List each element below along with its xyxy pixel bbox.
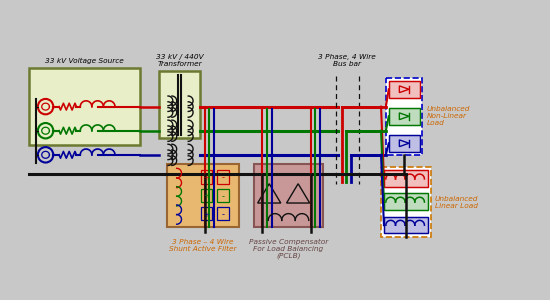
- Text: Passive Compensator
For Load Balancing
(PCLB): Passive Compensator For Load Balancing (…: [249, 239, 328, 259]
- FancyBboxPatch shape: [386, 78, 422, 155]
- Bar: [384, 170, 428, 187]
- FancyBboxPatch shape: [29, 68, 140, 145]
- Bar: [384, 170, 428, 187]
- Bar: [201, 207, 212, 220]
- Bar: [389, 135, 420, 152]
- Text: -: -: [222, 210, 224, 219]
- Bar: [389, 81, 420, 98]
- Bar: [389, 108, 420, 125]
- Bar: [217, 170, 229, 184]
- Bar: [389, 81, 420, 98]
- Bar: [384, 194, 428, 210]
- Bar: [217, 189, 229, 202]
- Text: +: +: [204, 193, 210, 199]
- FancyBboxPatch shape: [160, 71, 200, 138]
- Text: -: -: [222, 173, 224, 182]
- Bar: [384, 217, 428, 233]
- Text: 33 kV / 440V
Transformer: 33 kV / 440V Transformer: [156, 54, 204, 67]
- Text: -: -: [222, 192, 224, 201]
- Bar: [217, 207, 229, 220]
- Bar: [389, 108, 420, 125]
- Bar: [389, 135, 420, 152]
- Bar: [201, 170, 212, 184]
- Bar: [384, 217, 428, 233]
- Text: +: +: [204, 212, 210, 218]
- Text: 3 Phase, 4 Wire
Bus bar: 3 Phase, 4 Wire Bus bar: [318, 54, 376, 67]
- Text: 3 Phase – 4 Wire
Shunt Active Filter: 3 Phase – 4 Wire Shunt Active Filter: [169, 239, 237, 252]
- Text: Unbalanced
Non-Linear
Load: Unbalanced Non-Linear Load: [426, 106, 470, 126]
- FancyBboxPatch shape: [254, 164, 323, 227]
- Text: 33 kV Voltage Source: 33 kV Voltage Source: [45, 58, 124, 64]
- Text: Unbalanced
Linear Load: Unbalanced Linear Load: [435, 196, 478, 208]
- FancyBboxPatch shape: [381, 167, 431, 237]
- FancyBboxPatch shape: [167, 164, 239, 227]
- Bar: [384, 194, 428, 210]
- Text: +: +: [204, 175, 210, 181]
- Bar: [201, 189, 212, 202]
